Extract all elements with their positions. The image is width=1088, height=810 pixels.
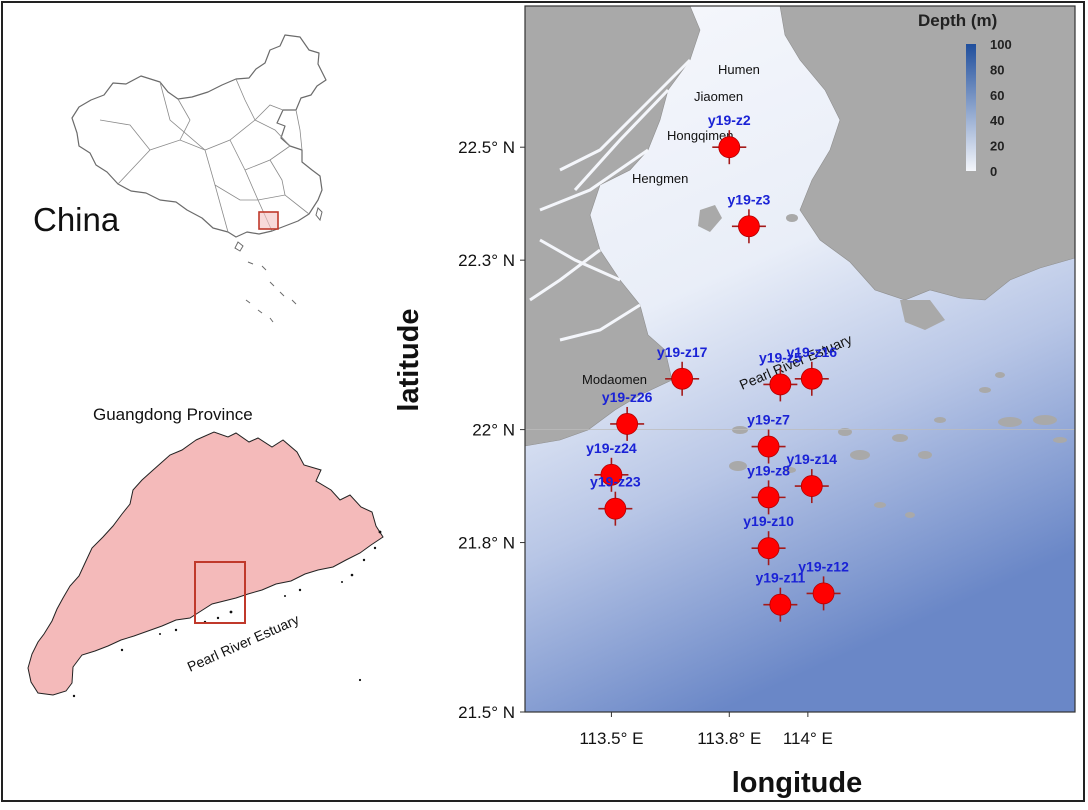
depth-legend-ticks: 100 80 60 40 20 0: [990, 37, 1012, 179]
station-label: y19-z17: [657, 344, 708, 360]
station-marker[interactable]: [769, 593, 792, 616]
station-label: y19-z8: [747, 462, 790, 478]
outlet-label-jiaomen: Jiaomen: [694, 89, 743, 104]
station-label: y19-z7: [747, 412, 790, 428]
station-label: y19-z5: [759, 349, 802, 365]
outlet-label-hongqimen: Hongqimen: [667, 128, 734, 143]
lat-tick-label: 22.3° N: [458, 251, 515, 270]
station-y19-z2[interactable]: y19-z2: [708, 112, 751, 165]
station-marker[interactable]: [769, 373, 792, 396]
island-hk: [900, 300, 945, 330]
station-marker[interactable]: [738, 215, 760, 238]
station-marker[interactable]: [757, 435, 780, 458]
lat-tick-label: 21.8° N: [458, 534, 515, 553]
land-layer: [525, 6, 1075, 518]
station-y19-z11[interactable]: y19-z11: [755, 570, 805, 622]
guangdong-estuary-label: Pearl River Estuary: [185, 611, 302, 675]
island-large: [698, 205, 722, 232]
station-marker[interactable]: [757, 486, 780, 509]
lon-tick-label: 114° E: [783, 729, 833, 748]
station-y19-z23[interactable]: y19-z23: [590, 474, 641, 526]
map-frame: [524, 5, 1076, 713]
station-marker[interactable]: [604, 497, 627, 520]
station-y19-z14[interactable]: y19-z14: [786, 451, 837, 504]
station-y19-z17[interactable]: y19-z17: [657, 344, 708, 396]
outlet-label-humen: Humen: [718, 62, 760, 77]
longitude-ticks: 113.5° E 113.8° E 114° E: [579, 712, 833, 748]
depth-legend-tick: 0: [990, 164, 997, 179]
station-y19-z5[interactable]: y19-z5: [759, 349, 802, 402]
land-west: [525, 6, 701, 447]
depth-legend-tick: 40: [990, 113, 1004, 128]
station-y19-z24[interactable]: y19-z24: [586, 440, 637, 492]
y-axis-label: latitude: [393, 308, 425, 411]
station-marker[interactable]: [718, 136, 741, 159]
river-channels: [529, 58, 692, 342]
outlet-label-modaomen: Modaomen: [582, 372, 647, 387]
depth-legend: Depth (m) 100 80 60 40 20 0: [918, 11, 1012, 179]
x-axis-label: longitude: [732, 767, 862, 799]
latitude-ticks: 22.5° N 22.3° N 22° N 21.8° N 21.5° N: [458, 138, 525, 722]
depth-legend-tick: 100: [990, 37, 1012, 52]
outlet-labels: Humen Jiaomen Hongqimen Hengmen Modaomen: [582, 62, 760, 387]
station-y19-z26[interactable]: y19-z26: [602, 389, 653, 441]
lat-tick-label: 22° N: [472, 421, 515, 440]
guangdong-label: Guangdong Province: [93, 405, 253, 424]
china-inset-highlight: [258, 211, 279, 230]
guangdong-shape: [27, 431, 384, 696]
station-marker[interactable]: [800, 475, 823, 497]
station-marker[interactable]: [671, 367, 694, 390]
lon-tick-label: 113.5° E: [579, 729, 643, 748]
guangdong-inset: Guangdong Province Pearl River Estuary: [27, 405, 384, 698]
lat-tick-label: 22.5° N: [458, 138, 515, 157]
station-label: y19-z26: [602, 389, 653, 405]
station-y19-z10[interactable]: y19-z10: [743, 513, 794, 566]
china-label: China: [33, 201, 120, 238]
depth-legend-title: Depth (m): [918, 11, 997, 30]
main-map: Humen Jiaomen Hongqimen Hengmen Modaomen…: [393, 5, 1076, 799]
china-inset: China: [33, 34, 327, 323]
station-label: y19-z12: [798, 558, 849, 574]
guangdong-islands: [72, 530, 382, 698]
station-label: y19-z14: [786, 451, 837, 467]
station-marker[interactable]: [616, 413, 639, 435]
depth-legend-tick: 20: [990, 139, 1004, 154]
station-label: y19-z16: [786, 344, 837, 360]
outlet-label-hengmen: Hengmen: [632, 171, 688, 186]
china-islands: [234, 207, 323, 323]
station-marker[interactable]: [800, 367, 823, 390]
station-marker[interactable]: [600, 463, 623, 486]
station-label: y19-z2: [708, 112, 751, 128]
land-east: [779, 6, 1075, 301]
station-label: y19-z24: [586, 440, 637, 456]
depth-colorbar: [966, 44, 976, 171]
station-marker[interactable]: [757, 537, 780, 560]
lon-tick-label: 113.8° E: [697, 729, 761, 748]
station-label: y19-z11: [755, 570, 805, 586]
depth-legend-tick: 80: [990, 62, 1004, 77]
station-label: y19-z3: [728, 191, 771, 207]
estuary-box: [194, 561, 246, 624]
station-y19-z16[interactable]: y19-z16: [786, 344, 837, 396]
station-y19-z3[interactable]: y19-z3: [728, 191, 771, 244]
station-label: y19-z10: [743, 513, 794, 529]
depth-legend-tick: 60: [990, 88, 1004, 103]
china-outline: [71, 34, 327, 238]
station-label: y19-z23: [590, 474, 641, 490]
lat-tick-label: 21.5° N: [458, 703, 515, 722]
station-y19-z8[interactable]: y19-z8: [747, 462, 790, 515]
station-marker[interactable]: [812, 582, 835, 605]
china-province-lines: [99, 78, 310, 233]
station-y19-z12[interactable]: y19-z12: [798, 558, 849, 611]
station-y19-z7[interactable]: y19-z7: [747, 412, 790, 464]
